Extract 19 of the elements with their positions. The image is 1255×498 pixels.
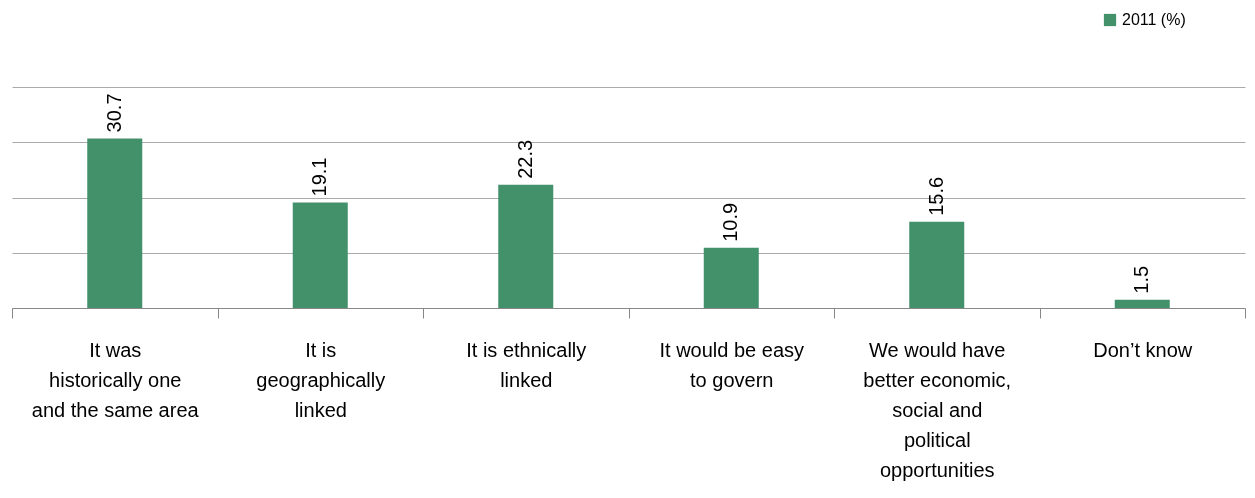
bar <box>87 138 143 308</box>
bar <box>498 184 554 308</box>
bar <box>292 202 348 308</box>
x-tick-label: It is geographically linked <box>256 338 386 421</box>
bar <box>909 221 965 308</box>
data-label: 10.9 <box>719 202 742 242</box>
bar <box>1114 299 1170 308</box>
x-tick-label: Don’t know <box>1093 338 1193 361</box>
x-tick-label: It was historically one and the same area <box>31 338 200 421</box>
data-label: 1.5 <box>1130 265 1153 294</box>
x-tick-label: We would have better economic, social and political opportunities <box>863 338 1012 481</box>
legend-label: 2011 (%) <box>1122 11 1186 28</box>
data-label: 15.6 <box>924 176 947 216</box>
data-label: 19.1 <box>308 157 331 197</box>
x-tick-label: It would be easy to govern <box>659 338 805 391</box>
x-tick-label: It is ethnically linked <box>466 338 587 391</box>
bar <box>703 247 759 308</box>
data-label: 30.7 <box>102 93 125 133</box>
data-label: 22.3 <box>513 139 536 179</box>
